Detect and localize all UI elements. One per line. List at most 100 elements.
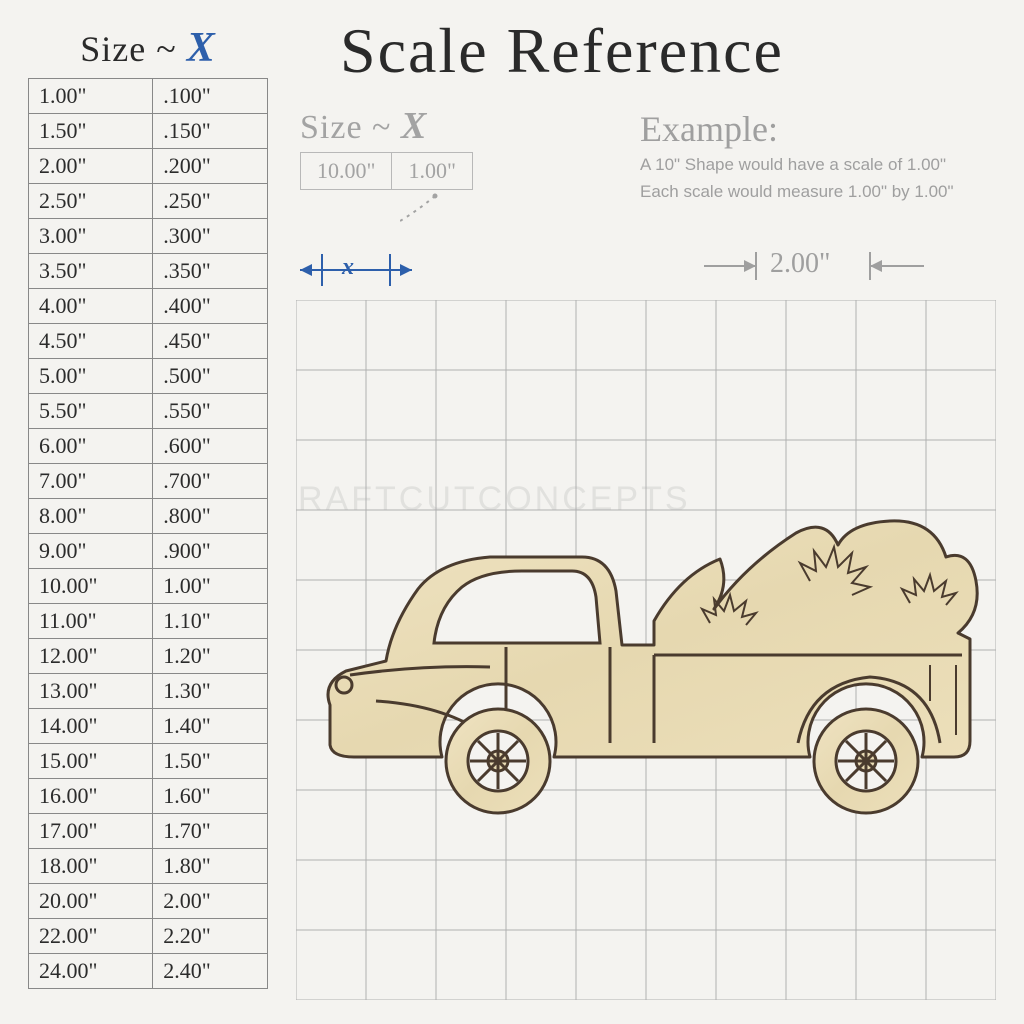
table-cell: 8.00" bbox=[29, 499, 153, 534]
example-heading: Example: bbox=[640, 108, 954, 150]
table-row: 13.00"1.30" bbox=[29, 674, 268, 709]
table-cell: .100" bbox=[153, 79, 268, 114]
table-row: 4.50".450" bbox=[29, 324, 268, 359]
table-row: 2.50".250" bbox=[29, 184, 268, 219]
table-cell: 2.20" bbox=[153, 919, 268, 954]
table-cell: .900" bbox=[153, 534, 268, 569]
two-marker-label: 2.00" bbox=[770, 248, 830, 280]
table-row: 18.00"1.80" bbox=[29, 849, 268, 884]
example-block: Example: A 10" Shape would have a scale … bbox=[640, 108, 954, 204]
mini-legend-x: X bbox=[401, 105, 427, 147]
table-cell: 2.00" bbox=[153, 884, 268, 919]
table-row: 1.00".100" bbox=[29, 79, 268, 114]
table-cell: 15.00" bbox=[29, 744, 153, 779]
size-label: Size ~ bbox=[80, 29, 176, 69]
truck-shape-icon bbox=[310, 505, 986, 825]
size-data-table: 1.00".100"1.50".150"2.00".200"2.50".250"… bbox=[28, 78, 268, 989]
size-table: Size ~ X 1.00".100"1.50".150"2.00".200"2… bbox=[28, 24, 268, 989]
table-row: 6.00".600" bbox=[29, 429, 268, 464]
table-row: 10.00"1.00" bbox=[29, 569, 268, 604]
table-cell: 9.00" bbox=[29, 534, 153, 569]
mini-size-legend: Size ~ X 10.00" 1.00" bbox=[300, 104, 473, 190]
table-cell: .400" bbox=[153, 289, 268, 324]
table-cell: 1.20" bbox=[153, 639, 268, 674]
table-cell: 7.00" bbox=[29, 464, 153, 499]
x-dimension-marker: x bbox=[296, 248, 416, 292]
mini-legend-table: 10.00" 1.00" bbox=[300, 152, 473, 190]
table-row: 12.00"1.20" bbox=[29, 639, 268, 674]
size-table-header: Size ~ X bbox=[28, 24, 268, 78]
table-cell: 1.60" bbox=[153, 779, 268, 814]
table-cell: 1.80" bbox=[153, 849, 268, 884]
table-cell: 20.00" bbox=[29, 884, 153, 919]
table-row: 8.00".800" bbox=[29, 499, 268, 534]
table-cell: 5.50" bbox=[29, 394, 153, 429]
table-row: 16.00"1.60" bbox=[29, 779, 268, 814]
table-row: 20.00"2.00" bbox=[29, 884, 268, 919]
table-cell: 4.50" bbox=[29, 324, 153, 359]
table-cell: 22.00" bbox=[29, 919, 153, 954]
table-cell: .600" bbox=[153, 429, 268, 464]
table-cell: 1.00" bbox=[153, 569, 268, 604]
table-row: 11.00"1.10" bbox=[29, 604, 268, 639]
table-cell: 17.00" bbox=[29, 814, 153, 849]
table-cell: 3.50" bbox=[29, 254, 153, 289]
example-line1: A 10" Shape would have a scale of 1.00" bbox=[640, 154, 954, 177]
table-cell: 1.40" bbox=[153, 709, 268, 744]
x-marker-label: x bbox=[342, 254, 354, 281]
table-cell: 2.00" bbox=[29, 149, 153, 184]
table-cell: 13.00" bbox=[29, 674, 153, 709]
table-cell: .200" bbox=[153, 149, 268, 184]
table-row: 4.00".400" bbox=[29, 289, 268, 324]
table-cell: .450" bbox=[153, 324, 268, 359]
table-row: 7.00".700" bbox=[29, 464, 268, 499]
table-cell: .250" bbox=[153, 184, 268, 219]
table-cell: 10.00" bbox=[29, 569, 153, 604]
table-cell: 12.00" bbox=[29, 639, 153, 674]
table-row: 17.00"1.70" bbox=[29, 814, 268, 849]
table-cell: 14.00" bbox=[29, 709, 153, 744]
mini-cell-scale: 1.00" bbox=[392, 153, 472, 190]
table-cell: .550" bbox=[153, 394, 268, 429]
table-cell: 1.50" bbox=[29, 114, 153, 149]
page-title: Scale Reference bbox=[340, 14, 784, 88]
size-x-symbol: X bbox=[187, 25, 216, 71]
table-cell: .300" bbox=[153, 219, 268, 254]
example-line2: Each scale would measure 1.00" by 1.00" bbox=[640, 181, 954, 204]
table-row: 9.00".900" bbox=[29, 534, 268, 569]
table-cell: 1.30" bbox=[153, 674, 268, 709]
table-row: 5.00".500" bbox=[29, 359, 268, 394]
table-cell: 5.00" bbox=[29, 359, 153, 394]
table-row: 1.50".150" bbox=[29, 114, 268, 149]
table-row: 22.00"2.20" bbox=[29, 919, 268, 954]
page-root: Scale Reference Size ~ X 1.00".100"1.50"… bbox=[0, 0, 1024, 1024]
table-row: 3.00".300" bbox=[29, 219, 268, 254]
table-cell: 4.00" bbox=[29, 289, 153, 324]
mini-legend-prefix: Size ~ bbox=[300, 109, 391, 146]
table-cell: 24.00" bbox=[29, 954, 153, 989]
table-row: 5.50".550" bbox=[29, 394, 268, 429]
table-cell: 16.00" bbox=[29, 779, 153, 814]
table-cell: 2.50" bbox=[29, 184, 153, 219]
table-cell: .500" bbox=[153, 359, 268, 394]
table-row: 3.50".350" bbox=[29, 254, 268, 289]
table-cell: 11.00" bbox=[29, 604, 153, 639]
table-cell: 18.00" bbox=[29, 849, 153, 884]
two-inch-marker: 2.00" bbox=[700, 244, 930, 293]
table-cell: 1.00" bbox=[29, 79, 153, 114]
table-cell: .350" bbox=[153, 254, 268, 289]
table-cell: .150" bbox=[153, 114, 268, 149]
mini-cell-size: 10.00" bbox=[301, 153, 392, 190]
table-cell: 2.40" bbox=[153, 954, 268, 989]
table-row: 2.00".200" bbox=[29, 149, 268, 184]
table-cell: .700" bbox=[153, 464, 268, 499]
mini-legend-label: Size ~ X bbox=[300, 104, 473, 148]
table-row: 14.00"1.40" bbox=[29, 709, 268, 744]
table-row: 15.00"1.50" bbox=[29, 744, 268, 779]
table-cell: 1.50" bbox=[153, 744, 268, 779]
table-row: 24.00"2.40" bbox=[29, 954, 268, 989]
table-cell: .800" bbox=[153, 499, 268, 534]
table-cell: 1.70" bbox=[153, 814, 268, 849]
table-cell: 6.00" bbox=[29, 429, 153, 464]
table-cell: 3.00" bbox=[29, 219, 153, 254]
